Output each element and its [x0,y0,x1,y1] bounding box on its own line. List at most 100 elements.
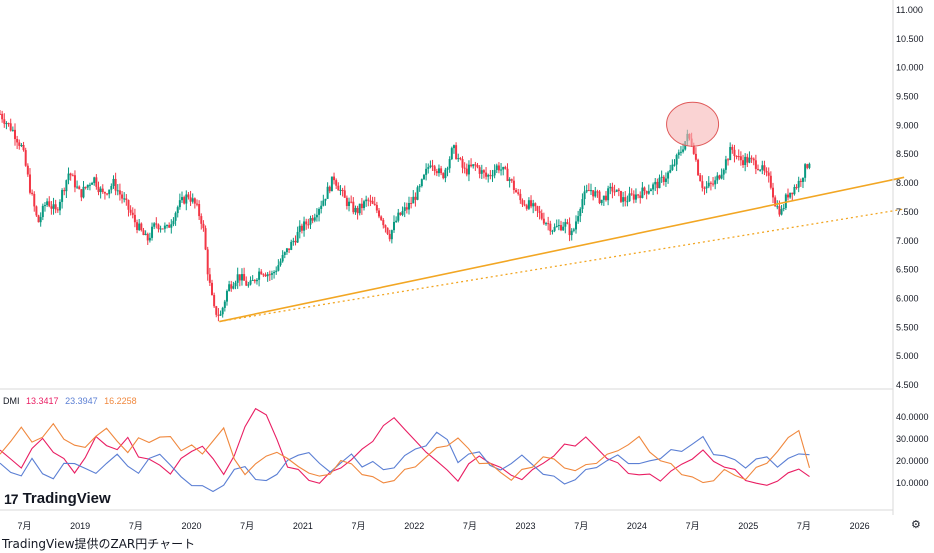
candle-body [97,186,100,193]
time-tick-label: 2025 [738,521,758,531]
candle-body [744,156,747,166]
candle-body [18,142,21,146]
candle-body [255,279,258,282]
candle-body [645,191,648,194]
candle-body [564,222,567,227]
price-tick-label: 6.500 [896,265,919,275]
candle-body [112,178,115,187]
candle-body [48,201,51,207]
candle-body [103,192,106,194]
candle-body [429,165,432,168]
candle-body [410,203,413,205]
candle-body [699,175,702,182]
candle-body [54,204,57,210]
candle-body [433,166,436,172]
candle-body [35,206,38,216]
candle-body [262,274,265,276]
candle-body [497,165,500,171]
candle-body [677,152,680,155]
candle-body [0,113,1,115]
candle-body [403,207,406,212]
candle-body [465,168,468,175]
candle-body [382,219,385,226]
candle-body [560,225,563,231]
candle-body [65,180,68,192]
candle-body [33,193,36,207]
candle-body [63,190,66,192]
candle-body [619,190,622,202]
candle-body [82,186,85,198]
candle-body [397,212,400,221]
candle-body [418,186,421,188]
dmi-value-plus: 23.3947 [65,396,98,406]
candle-body [521,200,524,205]
candle-body [7,123,10,125]
candle-body [288,248,291,250]
candle-body [440,168,443,174]
candle-body [170,224,173,228]
tradingview-logo[interactable]: 17 TradingView [4,490,111,507]
candle-body [210,282,213,296]
candle-body [123,198,126,200]
candle-body [328,186,331,192]
settings-icon[interactable]: ⚙ [911,519,921,531]
candle-body [772,187,775,198]
candle-body [176,207,179,214]
candle-body [146,233,149,241]
candle-body [485,172,488,177]
candle-body [236,274,239,283]
candle-body [5,123,8,125]
candle-body [333,176,336,181]
candle-body [778,206,781,215]
candle-body [268,274,271,276]
candle-body [506,168,509,181]
candle-body [181,197,184,201]
candle-body [350,201,353,203]
candle-body [801,177,804,182]
candle-body [125,198,128,201]
price-tick-label: 6.000 [896,293,919,303]
candle-body [275,270,278,272]
candle-body [630,193,633,195]
dmi-legend: DMI 13.3417 23.3947 16.2258 [3,396,141,406]
candle-body [303,221,306,231]
price-tick-label: 4.500 [896,380,919,390]
candle-body [281,254,284,262]
candle-body [735,155,738,157]
candle-body [219,314,222,316]
candle-body [225,290,228,302]
candle-body [472,164,475,167]
candle-body [712,183,715,185]
candle-body [298,225,301,232]
candle-body [277,265,280,271]
candle-body [566,222,569,224]
dmi-title: DMI [3,396,20,406]
candle-body [318,208,321,215]
candle-body [435,171,438,174]
time-tick-label: 7月 [129,521,143,531]
price-tick-label: 5.500 [896,322,919,332]
candle-body [742,160,745,166]
candle-body [784,194,787,209]
candle-body [61,190,64,202]
candle-body [95,177,98,187]
candle-body [399,212,402,215]
candle-body [634,194,637,200]
candle-body [602,195,605,200]
candle-body [568,223,571,236]
candle-body [765,171,768,173]
candle-body [392,221,395,231]
candle-body [228,284,231,291]
candle-body [373,203,376,205]
candle-body [727,159,730,161]
candle-body [69,173,72,176]
candle-body [489,174,492,176]
candle-body [793,186,796,195]
candle-body [240,274,243,281]
trendline-dotted [219,208,905,323]
candle-body [309,218,312,225]
candle-body [459,158,462,160]
candle-body [86,184,89,188]
candle-body [448,159,451,169]
